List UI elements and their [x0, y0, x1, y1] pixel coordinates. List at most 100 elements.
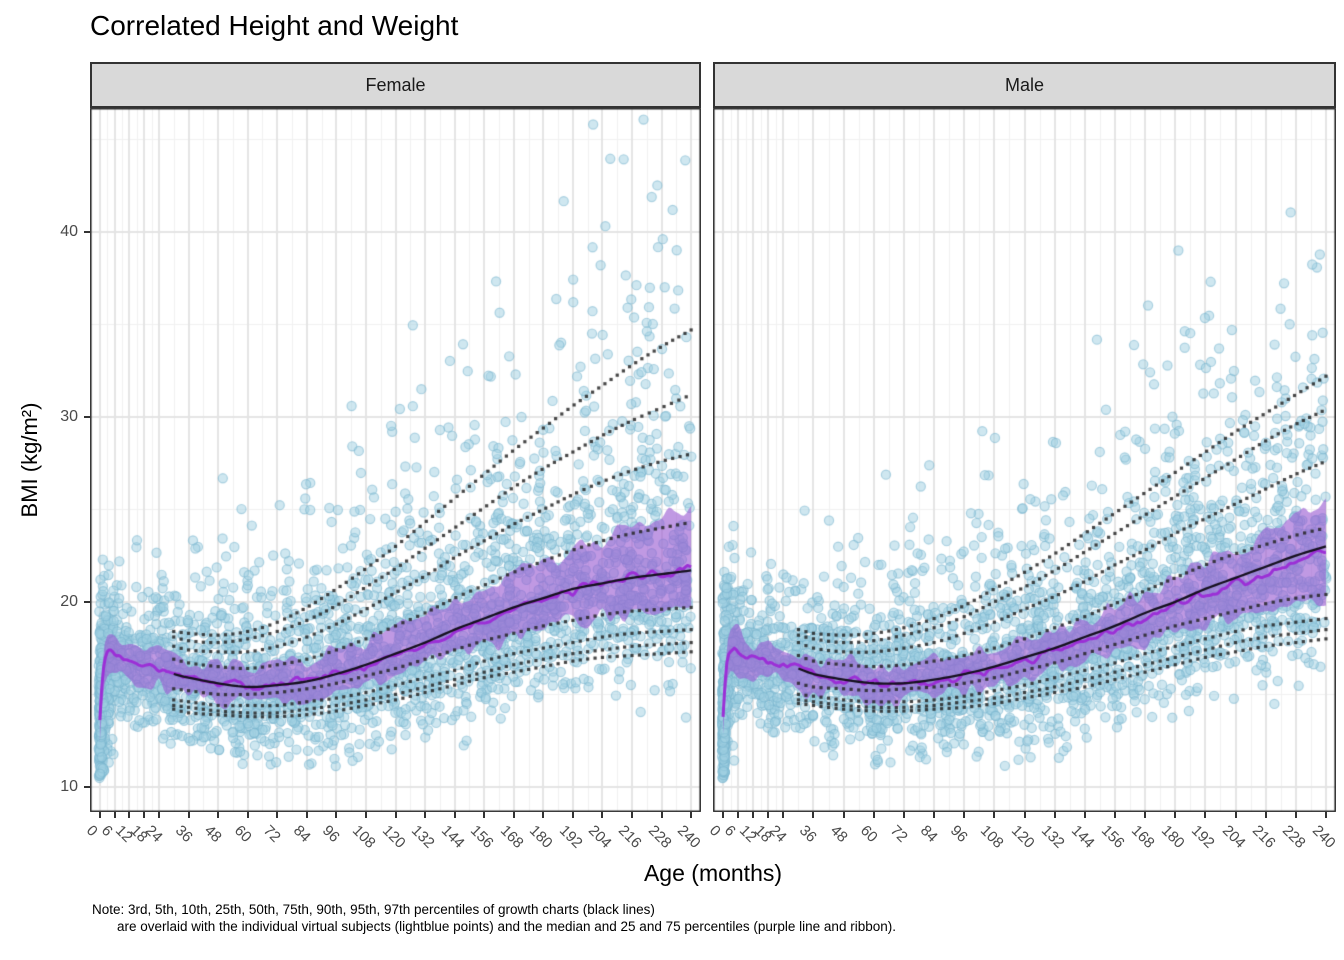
x-tick-mark	[782, 812, 785, 818]
facet-strip-label-male: Male	[1004, 74, 1044, 95]
x-tick-label: 36	[796, 822, 821, 846]
x-tick-label: 48	[826, 822, 851, 846]
x-tick-mark	[963, 812, 966, 818]
x-tick-mark	[453, 812, 456, 818]
x-tick-mark	[1294, 812, 1297, 818]
x-tick-mark	[722, 812, 725, 818]
x-tick-mark	[812, 812, 815, 818]
x-tick-label: 216	[1248, 822, 1279, 852]
y-axis-title: BMI (kg/m²)	[17, 402, 42, 518]
x-tick-mark	[157, 812, 160, 818]
x-tick-mark	[1083, 812, 1086, 818]
y-tick-mark	[84, 785, 90, 788]
x-tick-label: 84	[289, 822, 314, 846]
x-tick-label: 0	[82, 822, 101, 840]
facet-strip-label-female: Female	[365, 74, 426, 95]
caption-note: Note: 3rd, 5th, 10th, 25th, 50th, 75th, …	[92, 901, 896, 935]
x-tick-mark	[113, 812, 116, 818]
x-tick-mark	[1174, 812, 1177, 818]
x-tick-mark	[1324, 812, 1327, 818]
x-tick-label: 216	[614, 822, 645, 852]
x-tick-mark	[1144, 812, 1147, 818]
chart-title: Correlated Height and Weight	[90, 10, 459, 41]
facet-strip-female: Female	[90, 62, 701, 108]
x-tick-mark	[424, 812, 427, 818]
x-tick-mark	[305, 812, 308, 818]
x-tick-label: 60	[856, 822, 881, 846]
x-tick-mark	[276, 812, 279, 818]
x-tick-label: 6	[97, 822, 116, 840]
x-tick-mark	[872, 812, 875, 818]
x-tick-label: 24	[766, 822, 791, 846]
x-tick-mark	[98, 812, 101, 818]
x-tick-label: 144	[1067, 822, 1098, 852]
x-tick-mark	[1264, 812, 1267, 818]
x-tick-label: 180	[526, 822, 557, 852]
x-tick-mark	[217, 812, 220, 818]
x-tick-mark	[690, 812, 693, 818]
x-tick-mark	[1204, 812, 1207, 818]
x-tick-label: 204	[1218, 822, 1249, 852]
y-tick-mark	[84, 230, 90, 233]
x-tick-label: 192	[555, 822, 586, 852]
x-tick-label: 48	[201, 822, 225, 846]
panel-canvas-male	[713, 108, 1336, 812]
x-tick-mark	[601, 812, 604, 818]
x-tick-mark	[631, 812, 634, 818]
x-tick-mark	[1234, 812, 1237, 818]
x-tick-label: 168	[496, 822, 527, 852]
x-tick-label: 0	[706, 822, 724, 840]
panel-canvas-female	[90, 108, 701, 812]
x-tick-mark	[483, 812, 486, 818]
x-tick-mark	[752, 812, 755, 818]
y-tick-label: 20	[60, 592, 78, 610]
x-tick-mark	[767, 812, 770, 818]
y-tick-label: 30	[60, 407, 78, 425]
x-tick-mark	[128, 812, 131, 818]
x-tick-label: 228	[644, 822, 675, 852]
y-tick-mark	[84, 415, 90, 418]
x-tick-label: 156	[467, 822, 497, 852]
x-tick-label: 108	[977, 822, 1008, 852]
x-tick-label: 204	[585, 822, 616, 852]
x-tick-mark	[187, 812, 190, 818]
x-tick-label: 228	[1278, 822, 1309, 852]
x-tick-label: 6	[721, 822, 740, 840]
x-tick-mark	[394, 812, 397, 818]
x-tick-mark	[571, 812, 574, 818]
x-tick-mark	[335, 812, 338, 818]
x-tick-label: 240	[1308, 822, 1339, 852]
x-tick-label: 240	[674, 822, 704, 852]
x-tick-mark	[842, 812, 845, 818]
x-tick-mark	[364, 812, 367, 818]
facet-strip-male: Male	[713, 62, 1336, 108]
facet-male: Male	[713, 62, 1336, 812]
x-tick-label: 108	[348, 822, 379, 852]
x-tick-label: 36	[171, 822, 196, 846]
x-tick-label: 180	[1158, 822, 1188, 852]
x-tick-mark	[737, 812, 740, 818]
x-tick-mark	[1113, 812, 1116, 818]
x-tick-label: 144	[437, 822, 468, 852]
y-tick-mark	[84, 600, 90, 603]
x-tick-label: 156	[1097, 822, 1128, 852]
x-tick-label: 132	[1037, 822, 1068, 852]
x-tick-label: 72	[886, 822, 911, 846]
caption-note-line1: Note: 3rd, 5th, 10th, 25th, 50th, 75th, …	[92, 902, 655, 917]
x-tick-mark	[933, 812, 936, 818]
x-tick-mark	[1053, 812, 1056, 818]
caption-note-line2: are overlaid with the individual virtual…	[117, 919, 896, 934]
x-tick-mark	[902, 812, 905, 818]
x-tick-label: 60	[230, 822, 255, 846]
x-tick-label: 24	[141, 822, 166, 846]
y-tick-label: 10	[60, 777, 78, 795]
x-tick-mark	[246, 812, 249, 818]
x-tick-label: 192	[1188, 822, 1219, 852]
x-tick-mark	[512, 812, 515, 818]
x-tick-label: 120	[378, 822, 409, 852]
x-tick-mark	[143, 812, 146, 818]
x-tick-label: 120	[1007, 822, 1038, 852]
x-tick-label: 168	[1128, 822, 1158, 852]
x-tick-label: 132	[408, 822, 438, 852]
